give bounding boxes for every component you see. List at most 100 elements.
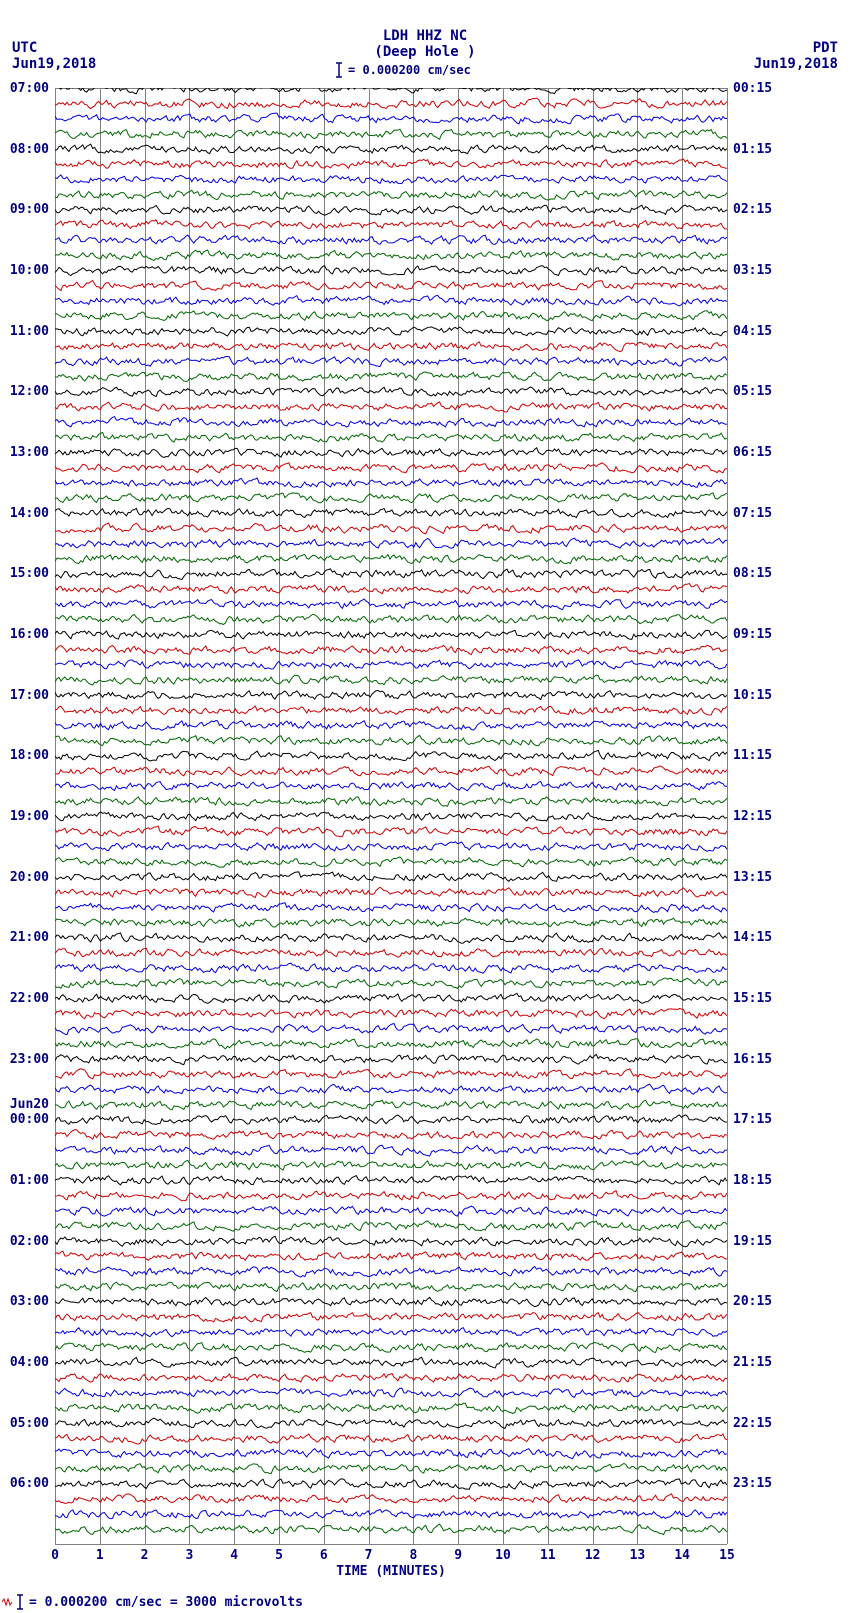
seismic-trace — [55, 1312, 727, 1322]
seismic-trace — [55, 295, 727, 306]
seismic-trace — [55, 1221, 727, 1231]
seismic-trace — [55, 88, 727, 94]
seismic-trace — [55, 903, 727, 913]
seismic-trace — [55, 645, 727, 654]
pdt-time-label: 23:15 — [733, 1476, 772, 1491]
pdt-time-label: 14:15 — [733, 930, 772, 945]
utc-time-label: 06:00 — [0, 1476, 49, 1491]
pdt-time-label: 07:15 — [733, 506, 772, 521]
seismic-trace — [55, 1418, 727, 1428]
x-axis-label: TIME (MINUTES) — [55, 1564, 727, 1579]
seismic-trace — [55, 1267, 727, 1278]
seismic-trace — [55, 250, 727, 260]
seismic-trace — [55, 159, 727, 168]
utc-time-label: 18:00 — [0, 748, 49, 763]
mid-date-label: Jun20 — [0, 1097, 49, 1112]
tz-label-left: UTC — [12, 40, 37, 56]
pdt-time-label: 22:15 — [733, 1416, 772, 1431]
seismic-trace — [55, 1388, 727, 1397]
utc-time-label: 08:00 — [0, 142, 49, 157]
seismogram-plot: LDH HHZ NC(Deep Hole )= 0.000200 cm/secU… — [0, 0, 850, 1613]
seismic-trace — [55, 1251, 727, 1260]
pdt-time-label: 17:15 — [733, 1112, 772, 1127]
seismic-trace — [55, 1145, 727, 1156]
seismic-trace — [55, 144, 727, 154]
seismic-trace — [55, 432, 727, 442]
seismic-trace — [55, 311, 727, 321]
utc-time-label: 19:00 — [0, 809, 49, 824]
seismic-trace — [55, 781, 727, 790]
utc-time-label: 20:00 — [0, 870, 49, 885]
pdt-time-label: 03:15 — [733, 263, 772, 278]
seismic-trace — [55, 175, 727, 184]
seismic-trace — [55, 478, 727, 487]
seismic-trace — [55, 735, 727, 745]
pdt-time-label: 11:15 — [733, 748, 772, 763]
seismic-trace — [55, 872, 727, 881]
pdt-time-label: 09:15 — [733, 627, 772, 642]
footer-scale-text: = 0.000200 cm/sec = 3000 microvolts — [29, 1595, 303, 1610]
pdt-time-label: 10:15 — [733, 688, 772, 703]
seismic-trace — [55, 918, 727, 927]
seismic-trace — [55, 690, 727, 699]
seismic-trace — [55, 630, 727, 639]
seismic-trace — [55, 1100, 727, 1110]
seismic-trace — [55, 372, 727, 381]
seismic-trace — [55, 750, 727, 761]
station-title-line1: LDH HHZ NC — [0, 28, 850, 44]
seismic-trace — [55, 387, 727, 397]
seismic-trace — [55, 1206, 727, 1216]
date-label-left: Jun19,2018 — [12, 56, 96, 72]
seismic-trace — [55, 993, 727, 1003]
seismic-trace — [55, 826, 727, 837]
pdt-time-label: 01:15 — [733, 142, 772, 157]
seismic-trace — [55, 1524, 727, 1534]
seismic-trace — [55, 342, 727, 352]
seismic-trace — [55, 555, 727, 564]
seismic-trace — [55, 538, 727, 548]
utc-time-label: 17:00 — [0, 688, 49, 703]
seismic-trace — [55, 857, 727, 867]
utc-time-label: 01:00 — [0, 1173, 49, 1188]
pdt-time-label: 02:15 — [733, 202, 772, 217]
pdt-time-label: 12:15 — [733, 809, 772, 824]
seismic-trace — [55, 1130, 727, 1140]
seismic-trace — [55, 948, 727, 957]
utc-time-label: 22:00 — [0, 991, 49, 1006]
seismic-trace — [55, 1282, 727, 1291]
utc-time-label: 10:00 — [0, 263, 49, 278]
pdt-time-label: 08:15 — [733, 566, 772, 581]
seismic-trace — [55, 978, 727, 988]
seismic-trace — [55, 98, 727, 108]
utc-time-label: 07:00 — [0, 81, 49, 96]
utc-time-label: 09:00 — [0, 202, 49, 217]
seismic-trace — [55, 1464, 727, 1474]
station-title-line2: (Deep Hole ) — [0, 44, 850, 60]
pdt-time-label: 19:15 — [733, 1234, 772, 1249]
seismic-trace — [55, 1357, 727, 1368]
seismic-trace — [55, 402, 727, 412]
seismic-trace — [55, 1069, 727, 1079]
seismic-trace — [55, 584, 727, 594]
seismic-trace — [55, 190, 727, 200]
seismic-trace — [55, 129, 727, 139]
seismic-trace — [55, 281, 727, 291]
seismic-trace — [55, 842, 727, 852]
seismic-trace — [55, 113, 727, 124]
seismic-trace — [55, 1039, 727, 1049]
seismic-trace — [55, 963, 727, 973]
date-label-right: Jun19,2018 — [754, 56, 838, 72]
seismic-trace — [55, 1328, 727, 1337]
utc-time-label: 00:00 — [0, 1112, 49, 1127]
seismic-trace — [55, 1191, 727, 1201]
seismic-trace — [55, 1008, 727, 1018]
seismic-trace — [55, 797, 727, 806]
utc-time-label: 12:00 — [0, 384, 49, 399]
seismic-trace — [55, 356, 727, 366]
seismic-trace — [55, 706, 727, 715]
utc-time-label: 04:00 — [0, 1355, 49, 1370]
pdt-time-label: 04:15 — [733, 324, 772, 339]
pdt-time-label: 16:15 — [733, 1052, 772, 1067]
pdt-time-label: 20:15 — [733, 1294, 772, 1309]
seismic-trace — [55, 235, 727, 244]
